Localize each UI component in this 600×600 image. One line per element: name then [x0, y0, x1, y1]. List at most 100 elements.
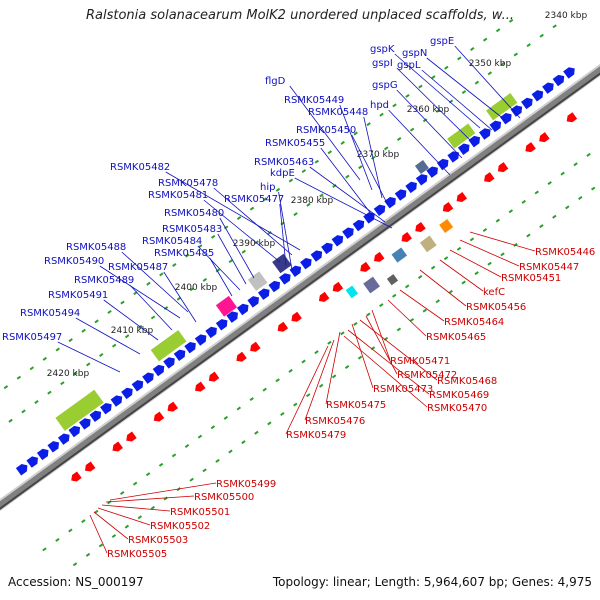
guide-dot [73, 371, 78, 376]
tick-label: 2420 kbp [47, 369, 90, 379]
fwd-highlight [215, 295, 238, 317]
guide-dot [189, 477, 194, 482]
guide-dot [448, 289, 453, 294]
guide-dot [431, 75, 436, 80]
gene-label-forward: gspE [430, 36, 454, 47]
guide-dot [146, 281, 151, 286]
forward-gene [184, 341, 196, 354]
guide-dot [495, 28, 501, 33]
reverse-gene-arrow [360, 261, 371, 272]
rev-highlight [386, 274, 399, 286]
forward-gene-arrow [552, 74, 565, 87]
forward-gene-arrow [100, 402, 112, 415]
gene-label-forward: RSMK05489 [74, 275, 134, 286]
label-leader-lines [57, 45, 536, 554]
reverse-gene-arrow [208, 371, 220, 382]
guide-dot [254, 240, 259, 245]
leader-line-reverse [101, 504, 171, 512]
leader-line-reverse [89, 514, 108, 554]
guide-dot [29, 366, 35, 371]
gene-label-reverse: RSMK05479 [286, 430, 346, 441]
gene-label-reverse: RSMK05476 [305, 416, 365, 427]
guide-dot [457, 56, 462, 61]
guide-dot [8, 418, 13, 423]
forward-gene-arrow [426, 166, 438, 178]
guide-dot [301, 169, 307, 174]
forward-gene-arrow [415, 174, 428, 186]
leader-line-reverse [343, 335, 428, 408]
gene-label-reverse: RSMK05505 [107, 549, 167, 560]
rev-highlight [363, 276, 380, 294]
forward-gene [373, 204, 386, 216]
guide-dot [521, 199, 526, 204]
guide-dot [508, 209, 514, 214]
guide-dot [469, 237, 475, 242]
forward-gene-arrow [173, 349, 186, 361]
guide-dot [132, 481, 138, 486]
gene-label-forward: gspL [397, 60, 421, 71]
fwd-highlight [447, 123, 476, 149]
guide-dot [267, 421, 272, 426]
fwd-highlight [486, 93, 518, 121]
leader-line-forward [103, 299, 159, 341]
guide-dot [34, 399, 39, 404]
forward-gene [100, 402, 112, 415]
leader-line-forward [394, 53, 481, 129]
forward-gene [415, 174, 428, 186]
gene-label-reverse: RSMK05471 [390, 356, 450, 367]
guide-dot [111, 534, 117, 539]
forward-gene-arrow [521, 97, 533, 110]
gene-label-reverse: RSMK05503 [128, 535, 188, 546]
guide-dot [163, 306, 169, 311]
guide-dot [417, 274, 423, 279]
leader-line-forward [320, 147, 373, 216]
forward-gene [163, 357, 175, 369]
leader-line-forward [219, 217, 255, 279]
forward-gene-arrow [373, 204, 386, 216]
forward-gene-arrow [489, 120, 502, 133]
gene-label-forward: RSMK05477 [224, 194, 284, 205]
forward-gene-arrow [89, 410, 102, 423]
forward-gene [426, 166, 438, 178]
reverse-gene [208, 371, 220, 382]
guide-dot [262, 387, 267, 392]
forward-gene [468, 135, 481, 148]
guide-dot [396, 137, 402, 141]
leader-line-reverse [351, 323, 374, 389]
guide-dot [293, 212, 298, 217]
forward-gene-arrow [257, 288, 270, 300]
reverse-gene [126, 431, 137, 442]
guide-dot [513, 52, 518, 57]
guide-dot [443, 256, 449, 261]
guide-dot [288, 178, 294, 183]
guide-dot [526, 233, 531, 238]
tick-label: 2410 kbp [111, 326, 154, 336]
gene-label-forward: RSMK05480 [164, 208, 224, 219]
fwd-highlight-box [272, 253, 292, 274]
gene-label-reverse: RSMK05475 [326, 400, 386, 411]
gene-label-forward: RSMK05487 [108, 262, 168, 273]
reverse-gene-arrow [277, 321, 289, 332]
guide-dot [55, 537, 60, 542]
gene-label-forward: RSMK05491 [48, 290, 108, 301]
forward-gene [26, 456, 38, 468]
rev-highlight [391, 247, 408, 263]
reverse-gene-arrow [250, 341, 261, 352]
forward-gene [57, 433, 70, 445]
forward-gene-arrow [268, 280, 281, 293]
leader-line-forward [99, 265, 181, 319]
guide-dot [171, 453, 177, 458]
forward-gene [552, 74, 565, 87]
forward-gene-arrow [79, 418, 91, 430]
reverse-gene [236, 351, 247, 362]
guide-dot [185, 253, 190, 258]
leader-line-forward [426, 57, 506, 121]
leader-line-reverse [304, 339, 335, 421]
leader-line-forward [279, 203, 287, 267]
sequence-backbone [0, 63, 600, 512]
guide-dot [120, 490, 125, 495]
guide-dot [552, 24, 557, 29]
guide-dot [86, 362, 91, 367]
guide-dot [344, 365, 350, 369]
forward-gene-arrow [447, 151, 459, 163]
